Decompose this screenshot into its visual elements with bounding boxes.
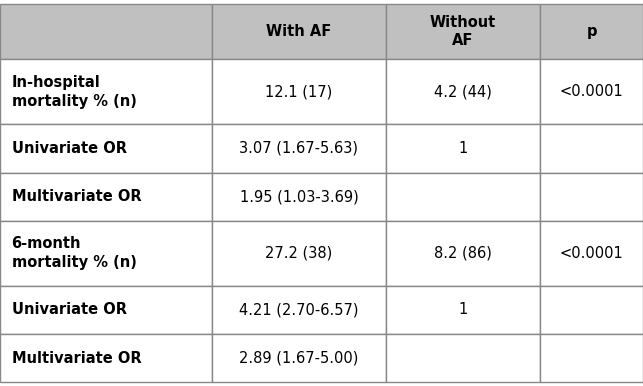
Bar [540,124,643,173]
Bar [212,124,386,173]
Text: 1: 1 [458,141,467,156]
Bar [0,173,212,221]
Bar [0,4,212,59]
Bar [212,173,386,221]
Text: Multivariate OR: Multivariate OR [12,189,141,204]
Text: Multivariate OR: Multivariate OR [12,350,141,366]
Bar [212,221,386,286]
Text: 4.2 (44): 4.2 (44) [434,85,492,100]
Bar [386,173,540,221]
Bar [540,59,643,124]
Text: 6-month
mortality % (n): 6-month mortality % (n) [12,237,136,270]
Text: <0.0001: <0.0001 [559,246,624,261]
Bar [386,59,540,124]
Bar [212,334,386,382]
Bar [540,173,643,221]
Bar [212,59,386,124]
Bar [386,4,540,59]
Text: With AF: With AF [266,24,332,39]
Bar [540,221,643,286]
Text: 3.07 (1.67-5.63): 3.07 (1.67-5.63) [239,141,359,156]
Text: 1: 1 [458,302,467,317]
Bar [0,124,212,173]
Bar [386,286,540,334]
Text: <0.0001: <0.0001 [559,85,624,100]
Bar [540,286,643,334]
Bar [0,221,212,286]
Bar [540,4,643,59]
Text: Without
AF: Without AF [430,15,496,49]
Text: Univariate OR: Univariate OR [12,302,127,317]
Text: 12.1 (17): 12.1 (17) [266,85,332,100]
Bar [0,334,212,382]
Bar [540,334,643,382]
Bar [386,221,540,286]
Text: In-hospital
mortality % (n): In-hospital mortality % (n) [12,75,136,109]
Text: 8.2 (86): 8.2 (86) [434,246,492,261]
Text: p: p [586,24,597,39]
Bar [386,334,540,382]
Bar [0,59,212,124]
Bar [212,286,386,334]
Text: 2.89 (1.67-5.00): 2.89 (1.67-5.00) [239,350,359,366]
Text: 1.95 (1.03-3.69): 1.95 (1.03-3.69) [240,189,358,204]
Text: 4.21 (2.70-6.57): 4.21 (2.70-6.57) [239,302,359,317]
Bar [0,286,212,334]
Bar [386,124,540,173]
Bar [212,4,386,59]
Text: 27.2 (38): 27.2 (38) [266,246,332,261]
Text: Univariate OR: Univariate OR [12,141,127,156]
